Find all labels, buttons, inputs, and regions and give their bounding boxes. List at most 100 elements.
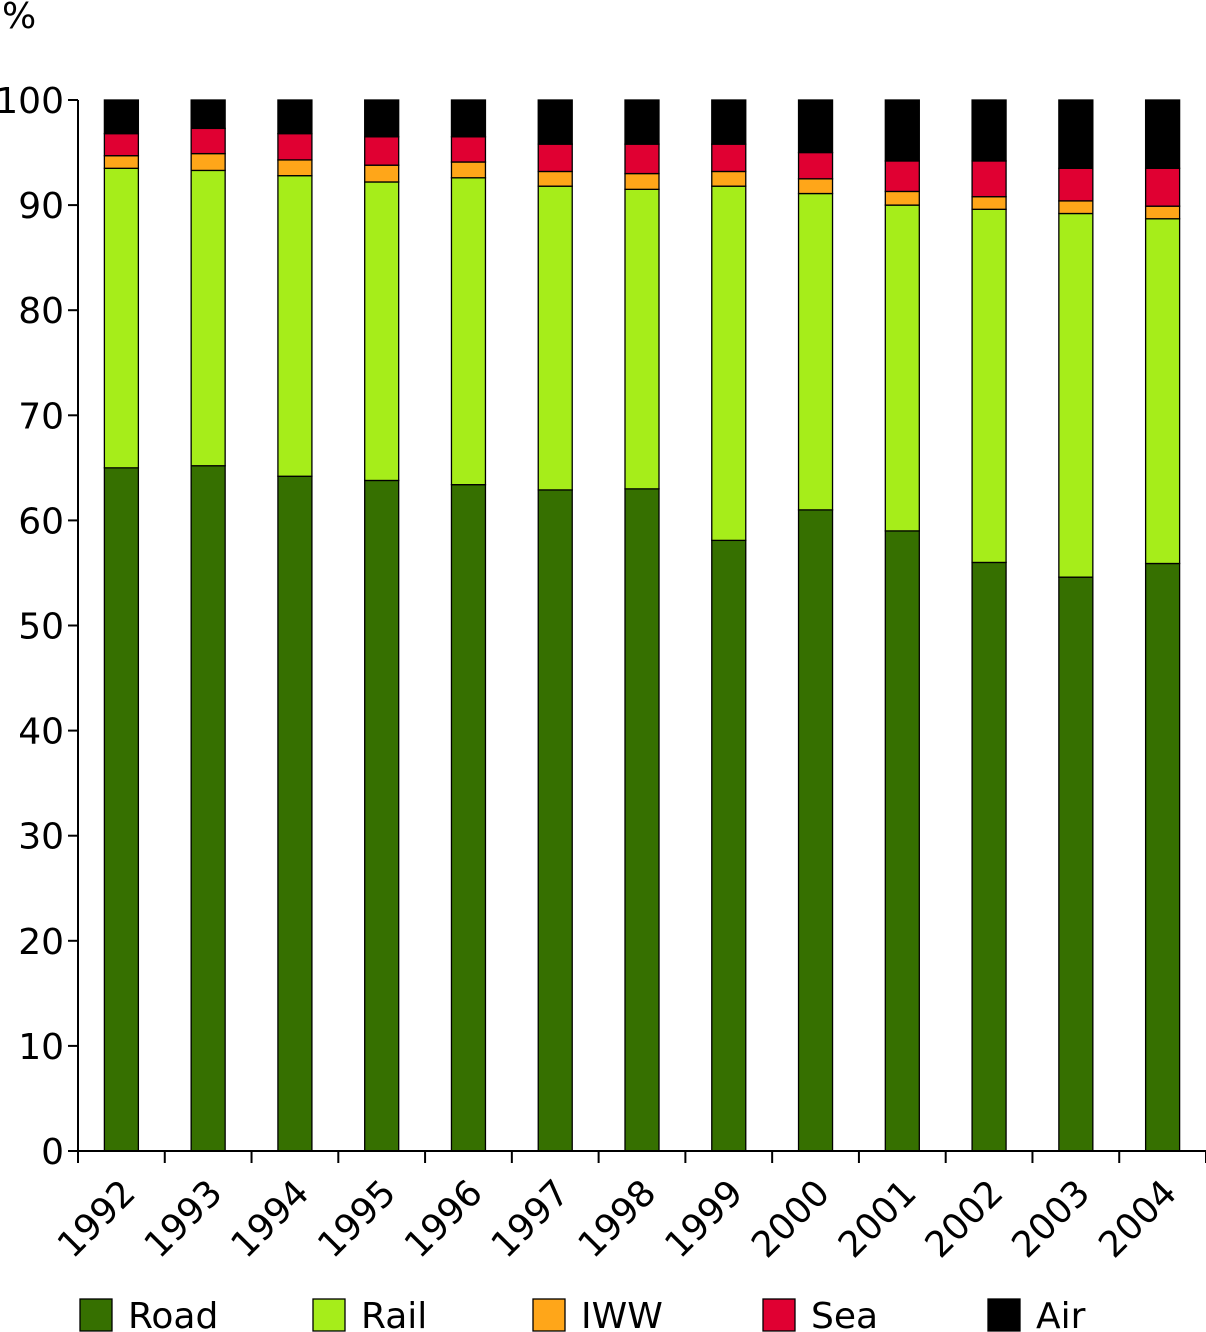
axes-group: 0102030405060708090100199219931994199519… — [0, 81, 1206, 1266]
bar-segment-road-1993 — [190, 465, 226, 1152]
y-tick-label-80: 80 — [18, 291, 64, 332]
legend: Road Rail IWW Sea Air — [79, 1296, 1086, 1332]
bars-group — [103, 99, 1181, 1152]
bar-segment-sea-1998 — [624, 143, 660, 175]
bar-segment-road-2003 — [1058, 576, 1094, 1152]
bar-segment-road-2001 — [884, 530, 920, 1152]
bar-segment-rail-1994 — [277, 175, 313, 477]
x-tick-label-2003: 2003 — [1004, 1172, 1098, 1266]
bar-segment-road-1995 — [364, 479, 400, 1152]
x-tick-label-1998: 1998 — [571, 1172, 665, 1266]
bar-segment-air-1997 — [537, 99, 573, 145]
bar-segment-sea-1997 — [537, 143, 573, 173]
bar-segment-air-1998 — [624, 99, 660, 145]
bar-segment-iww-2000 — [797, 178, 834, 195]
legend-label-rail: Rail — [361, 1296, 427, 1332]
x-tick-label-1995: 1995 — [310, 1172, 404, 1266]
bar-segment-iww-1998 — [624, 172, 660, 190]
bar-segment-rail-1998 — [624, 188, 660, 490]
bar-segment-road-1996 — [450, 484, 487, 1152]
bar-segment-rail-1996 — [450, 177, 487, 486]
bar-segment-road-1999 — [711, 539, 747, 1152]
x-tick-label-1992: 1992 — [50, 1172, 144, 1266]
bar-segment-air-1996 — [450, 99, 487, 138]
bar-segment-air-1995 — [364, 99, 400, 138]
bar-segment-rail-1999 — [711, 185, 747, 542]
bar-segment-iww-2001 — [884, 190, 920, 206]
bar-segment-air-1993 — [190, 99, 226, 130]
bar-segment-iww-1994 — [277, 159, 313, 177]
y-tick-label-30: 30 — [18, 817, 64, 858]
bar-segment-air-1999 — [711, 99, 747, 145]
legend-swatch-sea — [762, 1298, 796, 1332]
y-tick-label-0: 0 — [41, 1132, 64, 1173]
bar-segment-iww-2004 — [1144, 205, 1181, 220]
bar-segment-sea-2002 — [971, 160, 1007, 198]
bar-segment-sea-1995 — [364, 136, 400, 166]
bar-segment-road-1997 — [537, 489, 573, 1152]
bar-segment-iww-2002 — [971, 196, 1007, 210]
y-tick-label-20: 20 — [18, 922, 64, 963]
bar-segment-rail-2000 — [797, 192, 834, 511]
bar-segment-rail-1992 — [103, 167, 140, 469]
x-tick-label-2000: 2000 — [744, 1172, 838, 1266]
y-tick-label-60: 60 — [18, 501, 64, 542]
bar-segment-road-1998 — [624, 488, 660, 1152]
bar-segment-sea-1996 — [450, 136, 487, 163]
y-tick-label-50: 50 — [18, 607, 64, 648]
y-tick-label-90: 90 — [18, 186, 64, 227]
x-tick-label-1999: 1999 — [657, 1172, 751, 1266]
x-tick-label-1993: 1993 — [137, 1172, 231, 1266]
legend-swatch-rail — [312, 1298, 346, 1332]
bar-segment-rail-2001 — [884, 204, 920, 532]
y-tick-label-10: 10 — [18, 1027, 64, 1068]
legend-label-air: Air — [1036, 1296, 1086, 1332]
legend-label-iww: IWW — [581, 1296, 663, 1332]
bar-segment-rail-1997 — [537, 185, 573, 491]
bar-segment-air-2000 — [797, 99, 834, 154]
bar-segment-air-2002 — [971, 99, 1007, 162]
legend-label-road: Road — [128, 1296, 218, 1332]
bar-segment-rail-2003 — [1058, 212, 1094, 578]
bar-segment-iww-2003 — [1058, 200, 1094, 215]
bar-segment-iww-1999 — [711, 170, 747, 187]
bar-segment-road-2004 — [1144, 562, 1181, 1152]
bar-segment-air-2001 — [884, 99, 920, 162]
y-tick-label-100: 100 — [0, 81, 64, 122]
bar-segment-rail-2004 — [1144, 218, 1181, 565]
bar-segment-rail-1993 — [190, 169, 226, 467]
bar-segment-air-2004 — [1144, 99, 1181, 169]
y-tick-label-70: 70 — [18, 396, 64, 437]
x-tick-label-2004: 2004 — [1091, 1172, 1185, 1266]
bar-segment-road-2000 — [797, 509, 834, 1152]
bar-segment-iww-1995 — [364, 164, 400, 183]
bar-segment-sea-1999 — [711, 143, 747, 173]
x-tick-label-1994: 1994 — [224, 1172, 318, 1266]
bar-segment-iww-1997 — [537, 170, 573, 187]
bar-segment-air-1994 — [277, 99, 313, 135]
legend-swatch-iww — [532, 1298, 566, 1332]
bar-segment-sea-2001 — [884, 160, 920, 193]
bar-segment-rail-2002 — [971, 208, 1007, 564]
bar-segment-iww-1993 — [190, 152, 226, 172]
bar-segment-iww-1996 — [450, 161, 487, 179]
bar-segment-air-1992 — [103, 99, 140, 135]
bar-segment-road-1992 — [103, 467, 140, 1152]
x-tick-label-1996: 1996 — [397, 1172, 491, 1266]
y-axis-unit-label: % — [2, 0, 36, 37]
bar-segment-rail-1995 — [364, 181, 400, 482]
x-tick-label-1997: 1997 — [484, 1172, 578, 1266]
legend-label-sea: Sea — [811, 1296, 878, 1332]
bar-segment-iww-1992 — [103, 155, 140, 169]
x-tick-label-2001: 2001 — [831, 1172, 925, 1266]
bar-segment-sea-2003 — [1058, 167, 1094, 202]
x-tick-label-2002: 2002 — [918, 1172, 1012, 1266]
bar-segment-air-2003 — [1058, 99, 1094, 169]
bar-segment-road-2002 — [971, 561, 1007, 1152]
y-tick-label-40: 40 — [18, 712, 64, 753]
bar-segment-sea-1993 — [190, 127, 226, 155]
legend-swatch-air — [987, 1298, 1021, 1332]
bar-segment-road-1994 — [277, 475, 313, 1152]
bar-segment-sea-1992 — [103, 132, 140, 157]
